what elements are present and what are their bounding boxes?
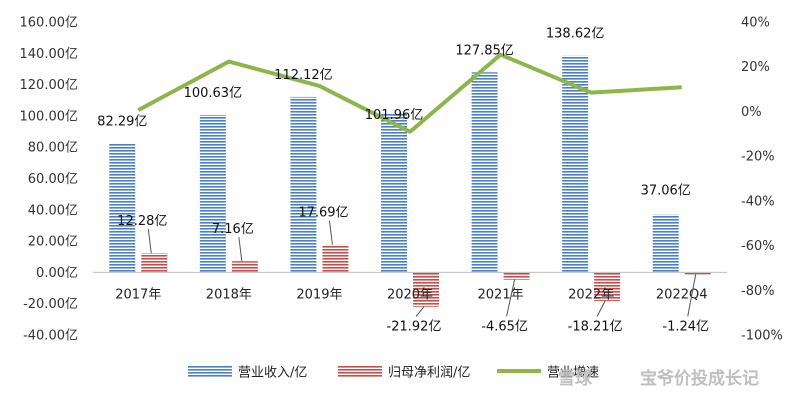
watermark: 雪球 宝爷价投成长记 <box>558 368 759 389</box>
y-right-tick-label: -40% <box>741 194 775 209</box>
category-label: 2022Q4 <box>656 287 708 302</box>
revenue-data-label: 37.06亿 <box>641 183 691 198</box>
y-left-tick-label: 160.00亿 <box>20 16 79 31</box>
y-right-tick-label: -20% <box>741 150 775 165</box>
net-profit-data-label: 17.69亿 <box>298 206 348 221</box>
y-left-tick-label: 80.00亿 <box>28 141 78 156</box>
net-profit-data-label: -4.65亿 <box>481 319 528 334</box>
revenue-data-label: 138.62亿 <box>546 26 605 41</box>
legend-label-net-profit: 归母净利润/亿 <box>388 366 470 381</box>
net-profit-bar <box>322 244 349 273</box>
revenue-bar <box>290 96 317 273</box>
y-right-tick-label: 40% <box>741 16 770 31</box>
revenue-bar <box>199 114 226 273</box>
category-label: 2020年 <box>387 287 433 302</box>
category-label: 2017年 <box>115 287 161 302</box>
y-right-tick-label: -60% <box>741 239 775 254</box>
y-left-tick-label: -40.00亿 <box>23 329 78 344</box>
revenue-data-label: 112.12亿 <box>274 68 333 83</box>
net-profit-leader-line <box>328 220 333 245</box>
category-label: 2021年 <box>478 287 524 302</box>
legend-swatch-revenue <box>188 365 232 377</box>
revenue-bar <box>381 112 407 273</box>
revenue-data-label: 100.63亿 <box>184 86 243 101</box>
legend-label-revenue: 营业收入/亿 <box>238 366 307 381</box>
y-left-tick-label: 40.00亿 <box>28 203 78 218</box>
net-profit-bar <box>413 272 439 307</box>
net-profit-data-label: -1.24亿 <box>662 319 709 334</box>
axes-layer: -40.00亿 -20.00亿 0.00亿 20.00亿 40.00亿 60.00亿 80.… <box>20 16 783 344</box>
category-label: 2022年 <box>568 287 614 302</box>
net-profit-leader-line <box>596 300 606 317</box>
net-profit-leader-line <box>147 229 152 254</box>
y-left-tick-label: 120.00亿 <box>20 78 79 93</box>
category-label: 2018年 <box>206 287 252 302</box>
y-right-tick-label: 0% <box>741 105 762 120</box>
revenue-bar <box>471 72 498 273</box>
y-left-tick-label: -20.00亿 <box>23 297 78 312</box>
y-right-tick-label: -80% <box>741 284 775 299</box>
net-profit-leader-line <box>238 237 243 262</box>
revenue-data-label: 101.96亿 <box>365 108 424 123</box>
net-profit-bar <box>141 253 168 273</box>
net-profit-data-label: 12.28亿 <box>117 214 167 229</box>
growth-line <box>137 52 682 134</box>
revenue-bar <box>109 143 136 273</box>
labels-layer: 82.29亿 100.63亿 112.12亿 101.96亿 127.85亿 138.62… <box>97 26 709 334</box>
bars-layer <box>109 55 711 307</box>
line-layer <box>137 52 682 134</box>
legend: 营业收入/亿 归母净利润/亿 营业增速 <box>188 365 599 381</box>
y-left-tick-label: 60.00亿 <box>28 172 78 187</box>
net-profit-data-label: 7.16亿 <box>212 222 254 237</box>
legend-label-growth: 营业增速 <box>547 366 599 381</box>
net-profit-bar <box>503 272 530 280</box>
revenue-data-label: 127.85亿 <box>455 43 514 58</box>
y-right-tick-label: 20% <box>741 60 770 75</box>
revenue-data-label: 82.29亿 <box>97 115 147 130</box>
watermark-text: 宝爷价投成长记 <box>640 368 759 389</box>
net-profit-bar <box>684 272 711 275</box>
legend-swatch-net-profit <box>338 365 382 377</box>
net-profit-bar <box>231 261 258 273</box>
net-profit-leader-line <box>687 274 697 317</box>
y-right-tick-label: -100% <box>741 329 783 344</box>
category-label: 2019年 <box>296 287 342 302</box>
net-profit-leader-line <box>506 279 516 317</box>
y-left-tick-label: 20.00亿 <box>28 235 78 250</box>
net-profit-data-label: -18.21亿 <box>568 319 623 334</box>
revenue-bar <box>652 214 679 273</box>
net-profit-data-label: -21.92亿 <box>387 319 442 334</box>
y-left-tick-label: 140.00亿 <box>20 47 79 62</box>
y-left-tick-label: 100.00亿 <box>20 109 79 124</box>
watermark-brand: 雪球 <box>558 369 593 389</box>
net-profit-leader-line <box>415 306 425 317</box>
net-profit-bar <box>594 272 621 301</box>
y-left-tick-label: 0.00亿 <box>36 266 78 281</box>
